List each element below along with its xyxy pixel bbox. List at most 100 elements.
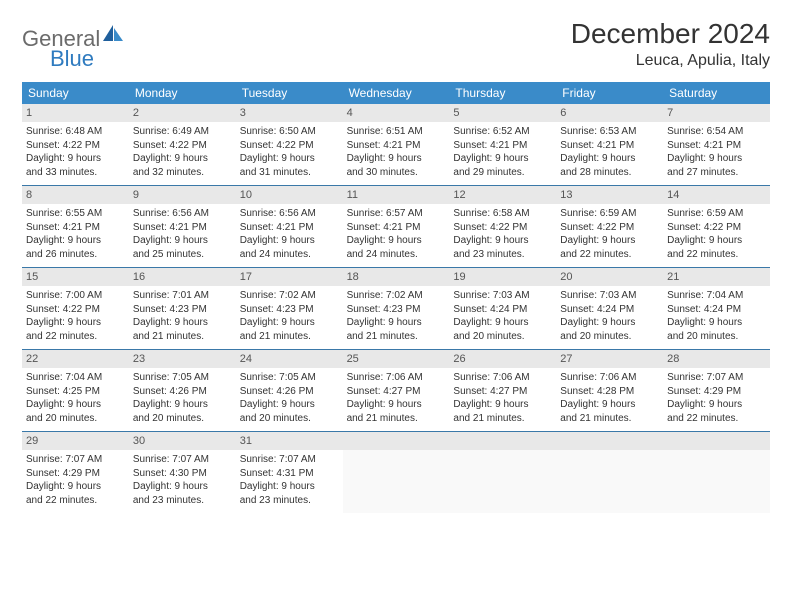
day-cell: 31Sunrise: 7:07 AMSunset: 4:31 PMDayligh… — [236, 432, 343, 513]
day-number: 18 — [343, 268, 450, 286]
day-number: 16 — [129, 268, 236, 286]
daylight-text: Daylight: 9 hours — [560, 316, 659, 330]
week-row: 15Sunrise: 7:00 AMSunset: 4:22 PMDayligh… — [22, 268, 770, 350]
daylight-text: Daylight: 9 hours — [347, 398, 446, 412]
empty-day-cell — [449, 432, 556, 513]
sunset-text: Sunset: 4:21 PM — [26, 221, 125, 235]
day-number: 27 — [556, 350, 663, 368]
weekday-header: Friday — [556, 82, 663, 104]
daylight-text: and 25 minutes. — [133, 248, 232, 262]
day-number: 4 — [343, 104, 450, 122]
daylight-text: Daylight: 9 hours — [133, 398, 232, 412]
weekday-header: Sunday — [22, 82, 129, 104]
sunrise-text: Sunrise: 6:50 AM — [240, 125, 339, 139]
day-cell: 19Sunrise: 7:03 AMSunset: 4:24 PMDayligh… — [449, 268, 556, 349]
calendar-grid: Sunday Monday Tuesday Wednesday Thursday… — [22, 82, 770, 513]
sunrise-text: Sunrise: 7:00 AM — [26, 289, 125, 303]
page-header: General Blue December 2024 Leuca, Apulia… — [22, 18, 770, 70]
day-number: 11 — [343, 186, 450, 204]
sunset-text: Sunset: 4:21 PM — [667, 139, 766, 153]
day-cell: 2Sunrise: 6:49 AMSunset: 4:22 PMDaylight… — [129, 104, 236, 185]
sunrise-text: Sunrise: 7:02 AM — [347, 289, 446, 303]
empty-day-header — [449, 432, 556, 450]
sunrise-text: Sunrise: 7:07 AM — [26, 453, 125, 467]
daylight-text: and 21 minutes. — [133, 330, 232, 344]
day-number: 6 — [556, 104, 663, 122]
daylight-text: Daylight: 9 hours — [240, 480, 339, 494]
daylight-text: and 29 minutes. — [453, 166, 552, 180]
daylight-text: and 24 minutes. — [240, 248, 339, 262]
daylight-text: Daylight: 9 hours — [560, 398, 659, 412]
daylight-text: and 30 minutes. — [347, 166, 446, 180]
daylight-text: Daylight: 9 hours — [240, 316, 339, 330]
day-number: 12 — [449, 186, 556, 204]
sunrise-text: Sunrise: 7:06 AM — [347, 371, 446, 385]
day-cell: 18Sunrise: 7:02 AMSunset: 4:23 PMDayligh… — [343, 268, 450, 349]
daylight-text: and 20 minutes. — [240, 412, 339, 426]
day-number: 14 — [663, 186, 770, 204]
daylight-text: and 22 minutes. — [560, 248, 659, 262]
daylight-text: and 20 minutes. — [133, 412, 232, 426]
sunrise-text: Sunrise: 7:04 AM — [26, 371, 125, 385]
sunset-text: Sunset: 4:27 PM — [453, 385, 552, 399]
day-number: 17 — [236, 268, 343, 286]
day-cell: 26Sunrise: 7:06 AMSunset: 4:27 PMDayligh… — [449, 350, 556, 431]
day-number: 25 — [343, 350, 450, 368]
day-cell: 7Sunrise: 6:54 AMSunset: 4:21 PMDaylight… — [663, 104, 770, 185]
day-number: 5 — [449, 104, 556, 122]
logo-text-blue: Blue — [50, 48, 124, 70]
daylight-text: Daylight: 9 hours — [453, 234, 552, 248]
daylight-text: Daylight: 9 hours — [560, 234, 659, 248]
daylight-text: and 21 minutes. — [347, 330, 446, 344]
sunrise-text: Sunrise: 6:58 AM — [453, 207, 552, 221]
day-cell: 12Sunrise: 6:58 AMSunset: 4:22 PMDayligh… — [449, 186, 556, 267]
daylight-text: Daylight: 9 hours — [667, 316, 766, 330]
empty-day-cell — [556, 432, 663, 513]
day-number: 9 — [129, 186, 236, 204]
day-number: 28 — [663, 350, 770, 368]
sunset-text: Sunset: 4:22 PM — [560, 221, 659, 235]
sunrise-text: Sunrise: 7:05 AM — [133, 371, 232, 385]
sunrise-text: Sunrise: 7:05 AM — [240, 371, 339, 385]
empty-day-header — [663, 432, 770, 450]
day-number: 30 — [129, 432, 236, 450]
sunrise-text: Sunrise: 7:03 AM — [453, 289, 552, 303]
day-cell: 30Sunrise: 7:07 AMSunset: 4:30 PMDayligh… — [129, 432, 236, 513]
sunset-text: Sunset: 4:24 PM — [667, 303, 766, 317]
sunrise-text: Sunrise: 6:51 AM — [347, 125, 446, 139]
day-cell: 1Sunrise: 6:48 AMSunset: 4:22 PMDaylight… — [22, 104, 129, 185]
sunset-text: Sunset: 4:21 PM — [560, 139, 659, 153]
daylight-text: and 20 minutes. — [26, 412, 125, 426]
week-row: 22 Sunrise: 7:04 AMSunset: 4:25 PM Dayligh… — [22, 350, 770, 432]
weekday-header: Saturday — [663, 82, 770, 104]
weekday-header: Wednesday — [343, 82, 450, 104]
sunrise-text: Sunrise: 6:59 AM — [560, 207, 659, 221]
day-cell: 5Sunrise: 6:52 AMSunset: 4:21 PMDaylight… — [449, 104, 556, 185]
sunset-text: Sunset: 4:25 PM — [26, 385, 125, 399]
daylight-text: and 20 minutes. — [560, 330, 659, 344]
sunset-text: Sunset: 4:22 PM — [26, 303, 125, 317]
sunset-text: Sunset: 4:21 PM — [347, 221, 446, 235]
sunrise-text: Sunrise: 7:01 AM — [133, 289, 232, 303]
sunrise-text: Sunrise: 7:04 AM — [667, 289, 766, 303]
sunset-text: Sunset: 4:22 PM — [26, 139, 125, 153]
daylight-text: and 21 minutes. — [453, 412, 552, 426]
sunrise-text: Sunrise: 7:06 AM — [453, 371, 552, 385]
day-cell: 21Sunrise: 7:04 AMSunset: 4:24 PMDayligh… — [663, 268, 770, 349]
logo: General Blue — [22, 24, 124, 70]
weekday-header-row: Sunday Monday Tuesday Wednesday Thursday… — [22, 82, 770, 104]
day-cell: 22Sunrise: 7:04 AMSunset: 4:25 PMDayligh… — [22, 350, 129, 431]
daylight-text: Daylight: 9 hours — [347, 234, 446, 248]
day-cell: 25Sunrise: 7:06 AMSunset: 4:27 PMDayligh… — [343, 350, 450, 431]
sunset-text: Sunset: 4:23 PM — [240, 303, 339, 317]
sunrise-text: Sunrise: 7:03 AM — [560, 289, 659, 303]
sunset-text: Sunset: 4:23 PM — [133, 303, 232, 317]
daylight-text: and 20 minutes. — [453, 330, 552, 344]
day-cell: 4Sunrise: 6:51 AMSunset: 4:21 PMDaylight… — [343, 104, 450, 185]
sunset-text: Sunset: 4:21 PM — [240, 221, 339, 235]
sunset-text: Sunset: 4:29 PM — [26, 467, 125, 481]
day-cell: 17Sunrise: 7:02 AMSunset: 4:23 PMDayligh… — [236, 268, 343, 349]
daylight-text: and 33 minutes. — [26, 166, 125, 180]
daylight-text: Daylight: 9 hours — [26, 152, 125, 166]
day-number: 22 — [22, 350, 129, 368]
